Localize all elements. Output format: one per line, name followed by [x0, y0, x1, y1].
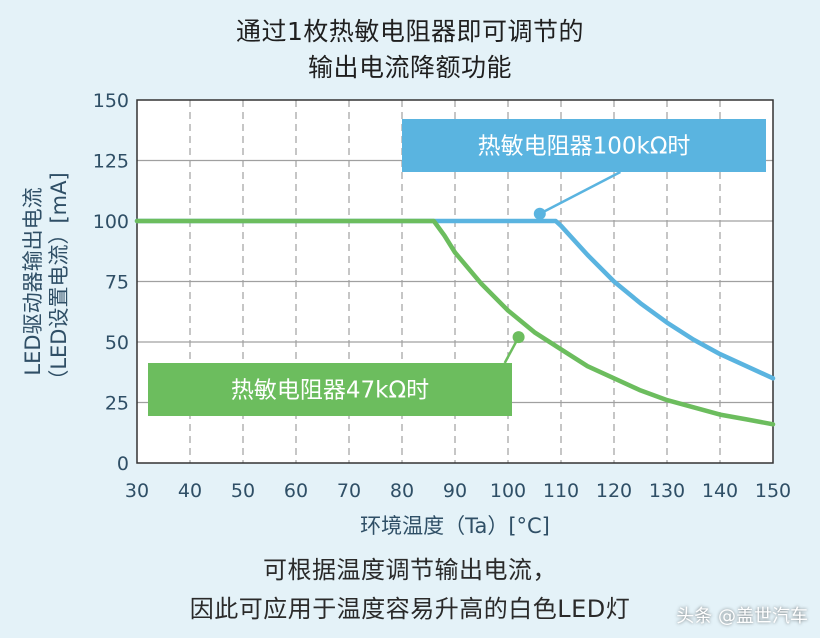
- y-tick-label: 50: [105, 332, 129, 354]
- x-tick-label: 120: [596, 480, 632, 502]
- plot-area: [137, 100, 773, 463]
- x-tick-label: 130: [649, 480, 685, 502]
- x-tick-label: 90: [443, 480, 467, 502]
- annotation-marker-dot: [512, 331, 525, 344]
- x-tick-label: 80: [390, 480, 414, 502]
- watermark: 头条 @盖世汽车: [676, 606, 808, 627]
- x-tick-label: 100: [490, 480, 526, 502]
- x-tick-label: 40: [178, 480, 202, 502]
- annotation-leader-line: [503, 336, 520, 364]
- x-tick-label: 60: [284, 480, 308, 502]
- x-tick-label: 150: [755, 480, 791, 502]
- annotation-leader-line: [539, 170, 621, 215]
- x-axis-label: 环境温度（Ta）[°C]: [360, 514, 550, 538]
- y-tick-label: 75: [105, 272, 129, 294]
- annotation-marker-dot: [533, 207, 546, 220]
- y-tick-label: 125: [93, 151, 129, 173]
- x-tick-label: 140: [702, 480, 738, 502]
- y-axis-label-line2: （LED设置电流）[mA]: [47, 172, 71, 390]
- caption-line2: 因此可应用于温度容易升高的白色LED灯: [189, 595, 631, 623]
- plot-frame: [136, 99, 774, 464]
- chart-title-line2: 输出电流降额功能: [307, 53, 512, 82]
- annotation-box: [402, 119, 766, 172]
- series-line-47k: [134, 218, 776, 427]
- annotation-box: [148, 363, 512, 416]
- y-axis-label-line1: LED驱动器输出电流: [21, 187, 45, 375]
- y-tick-label: 25: [105, 393, 129, 415]
- y-tick-label: 150: [93, 90, 129, 112]
- annotation-label: 热敏电阻器47kΩ时: [231, 378, 429, 404]
- x-tick-label: 70: [337, 480, 361, 502]
- series-line-100k: [134, 218, 776, 381]
- x-tick-label: 50: [231, 480, 255, 502]
- annotation-label: 热敏电阻器100kΩ时: [478, 134, 691, 160]
- y-tick-label: 100: [93, 211, 129, 233]
- caption-line1: 可根据温度调节输出电流，: [263, 556, 557, 584]
- chart-title-line1: 通过1枚热敏电阻器即可调节的: [236, 17, 584, 46]
- x-tick-label: 110: [543, 480, 579, 502]
- x-tick-label: 30: [125, 480, 149, 502]
- y-tick-label: 0: [117, 453, 129, 475]
